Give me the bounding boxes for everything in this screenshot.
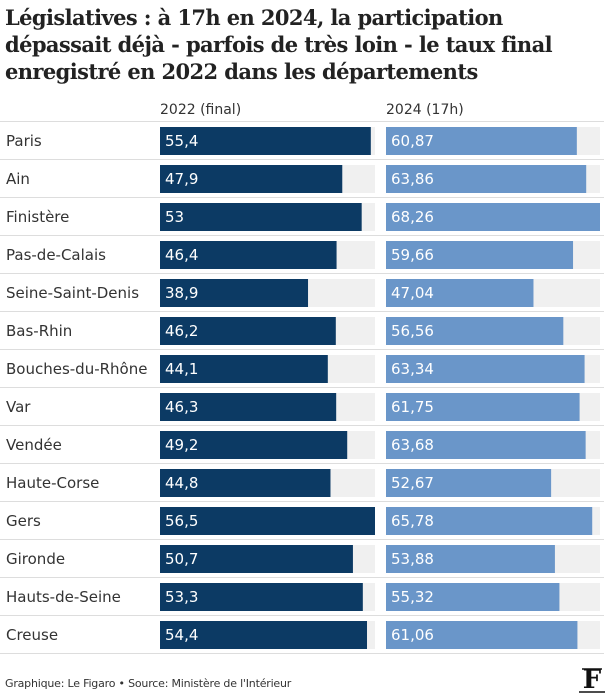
value-label-2022-hauts-de-seine: 53,3 (165, 588, 198, 606)
bar-2024-gironde (386, 545, 555, 573)
bar-2022-var (160, 393, 337, 421)
bar-2024-paris (386, 127, 577, 155)
value-label-2022-paris: 55,4 (165, 132, 198, 150)
category-label-paris: Paris (6, 132, 42, 150)
value-label-2024-gironde: 53,88 (391, 550, 434, 568)
bar-2022-vendee (160, 431, 348, 459)
bar-2024-vendee (386, 431, 586, 459)
value-label-2024-seine-saint-denis: 47,04 (391, 284, 434, 302)
value-label-2024-gers: 65,78 (391, 512, 434, 530)
value-label-2024-paris: 60,87 (391, 132, 434, 150)
bar-2024-ain (386, 165, 587, 193)
bar-2022-paris (160, 127, 371, 155)
bar-2024-bouches-du-rhone (386, 355, 585, 383)
category-label-gironde: Gironde (6, 550, 65, 568)
value-label-2022-bas-rhin: 46,2 (165, 322, 198, 340)
value-label-2022-seine-saint-denis: 38,9 (165, 284, 198, 302)
value-label-2024-creuse: 61,06 (391, 626, 434, 644)
logo-letter: F (583, 665, 602, 695)
bar-2022-ain (160, 165, 343, 193)
value-label-2022-vendee: 49,2 (165, 436, 198, 454)
bar-2022-gers (160, 507, 375, 535)
value-label-2022-gers: 56,5 (165, 512, 198, 530)
bar-2022-hauts-de-seine (160, 583, 363, 611)
bar-2024-creuse (386, 621, 578, 649)
value-label-2024-vendee: 63,68 (391, 436, 434, 454)
value-label-2022-gironde: 50,7 (165, 550, 198, 568)
le-figaro-logo-icon: F (579, 665, 605, 695)
value-label-2022-finistere: 53 (165, 208, 184, 226)
bar-2024-gers (386, 507, 593, 535)
column-header-2022: 2022 (final) (160, 102, 242, 118)
value-label-2024-ain: 63,86 (391, 170, 434, 188)
category-label-vendee: Vendée (6, 436, 62, 454)
category-label-hauts-de-seine: Hauts-de-Seine (6, 588, 121, 606)
bar-2024-hauts-de-seine (386, 583, 560, 611)
category-label-bouches-du-rhone: Bouches-du-Rhône (6, 360, 147, 378)
category-label-pas-de-calais: Pas-de-Calais (6, 246, 106, 264)
bar-2024-haute-corse (386, 469, 552, 497)
bar-2022-haute-corse (160, 469, 331, 497)
bar-2022-creuse (160, 621, 368, 649)
category-label-creuse: Creuse (6, 626, 58, 644)
chart-title: Législatives : à 17h en 2024, la partici… (5, 5, 553, 84)
category-label-gers: Gers (6, 512, 41, 530)
bar-2022-pas-de-calais (160, 241, 337, 269)
value-label-2024-pas-de-calais: 59,66 (391, 246, 434, 264)
category-label-bas-rhin: Bas-Rhin (6, 322, 72, 340)
category-label-seine-saint-denis: Seine-Saint-Denis (6, 284, 139, 302)
value-label-2024-haute-corse: 52,67 (391, 474, 434, 492)
bar-2024-seine-saint-denis (386, 279, 534, 307)
bar-2022-gironde (160, 545, 353, 573)
category-label-haute-corse: Haute-Corse (6, 474, 99, 492)
value-label-2022-haute-corse: 44,8 (165, 474, 198, 492)
column-header-2024: 2024 (17h) (386, 102, 464, 118)
category-label-var: Var (6, 398, 31, 416)
source-footer: Graphique: Le Figaro • Source: Ministère… (5, 677, 292, 690)
bar-2024-var (386, 393, 580, 421)
value-label-2022-var: 46,3 (165, 398, 198, 416)
value-label-2024-hauts-de-seine: 55,32 (391, 588, 434, 606)
value-label-2024-var: 61,75 (391, 398, 434, 416)
bar-2024-pas-de-calais (386, 241, 574, 269)
value-label-2022-creuse: 54,4 (165, 626, 198, 644)
value-label-2022-ain: 47,9 (165, 170, 198, 188)
bar-2022-seine-saint-denis (160, 279, 309, 307)
value-label-2024-finistere: 68,26 (391, 208, 434, 226)
category-label-finistere: Finistère (6, 208, 69, 226)
bar-2022-finistere (160, 203, 362, 231)
bar-2024-finistere (386, 203, 600, 231)
category-label-ain: Ain (6, 170, 30, 188)
bar-2024-bas-rhin (386, 317, 564, 345)
value-label-2024-bouches-du-rhone: 63,34 (391, 360, 434, 378)
bar-2022-bas-rhin (160, 317, 336, 345)
value-label-2022-pas-de-calais: 46,4 (165, 246, 198, 264)
value-label-2022-bouches-du-rhone: 44,1 (165, 360, 198, 378)
bar-2022-bouches-du-rhone (160, 355, 328, 383)
value-label-2024-bas-rhin: 56,56 (391, 322, 434, 340)
